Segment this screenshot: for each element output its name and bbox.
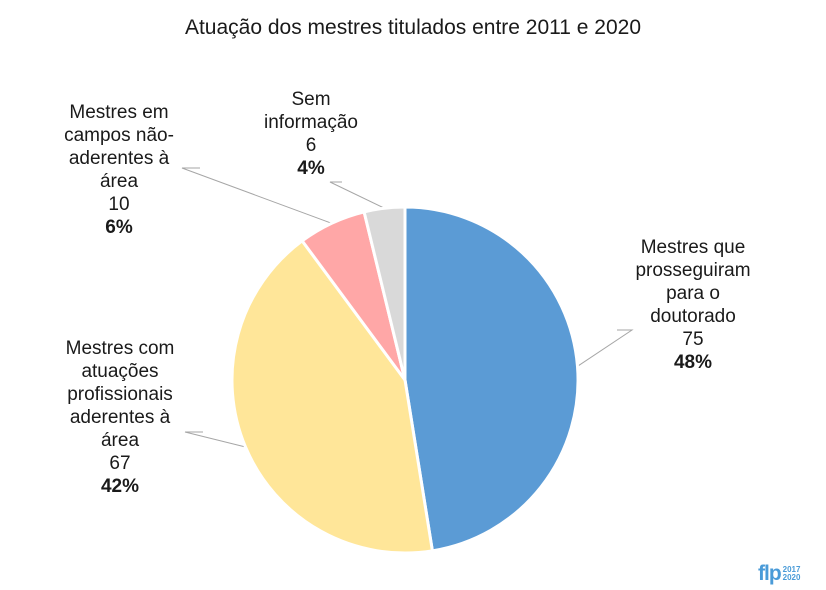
leader-lines [181, 167, 634, 448]
chart-title: Atuação dos mestres titulados entre 2011… [184, 16, 642, 39]
slice-label-text: Mestres com atuações profissionais adere… [65, 338, 175, 451]
slice-value: 6 [305, 135, 317, 156]
slice-sem-informacao [362, 205, 407, 382]
leader-line [184, 431, 246, 448]
slice-value: 75 [682, 329, 704, 350]
pie-slices [230, 205, 580, 555]
slice-label-text: Sem informação [264, 89, 358, 133]
logo-year-top: 2017 [782, 565, 801, 574]
slice-label-doutorado: Mestres que prosseguiram para o doutorad… [608, 236, 778, 374]
logo-year-bottom: 2020 [782, 573, 801, 582]
leader-line [577, 329, 634, 367]
logo-years: 2017 2020 [783, 566, 801, 582]
slice-percent: 48% [673, 352, 713, 373]
logo-mark: flp [758, 562, 782, 585]
flp-logo: flp 2017 2020 [758, 562, 801, 585]
slice-label-sem-informacao: Sem informação 6 4% [246, 88, 376, 180]
slice-percent: 42% [100, 476, 140, 497]
slice-label-text: Mestres em campos não- aderentes à área [64, 102, 174, 192]
slice-doutorado [403, 205, 580, 553]
slice-aderentes [230, 239, 434, 555]
slice-label-nao-aderentes: Mestres em campos não- aderentes à área … [44, 101, 194, 239]
slice-label-aderentes: Mestres com atuações profissionais adere… [40, 337, 200, 498]
slice-label-text: Mestres que prosseguiram para o doutorad… [635, 237, 751, 327]
leader-line [181, 167, 332, 224]
slice-percent: 6% [105, 217, 133, 238]
slice-percent: 4% [297, 158, 325, 179]
leader-line [329, 181, 385, 209]
slice-value: 10 [108, 194, 130, 215]
slice-value: 67 [109, 453, 131, 474]
